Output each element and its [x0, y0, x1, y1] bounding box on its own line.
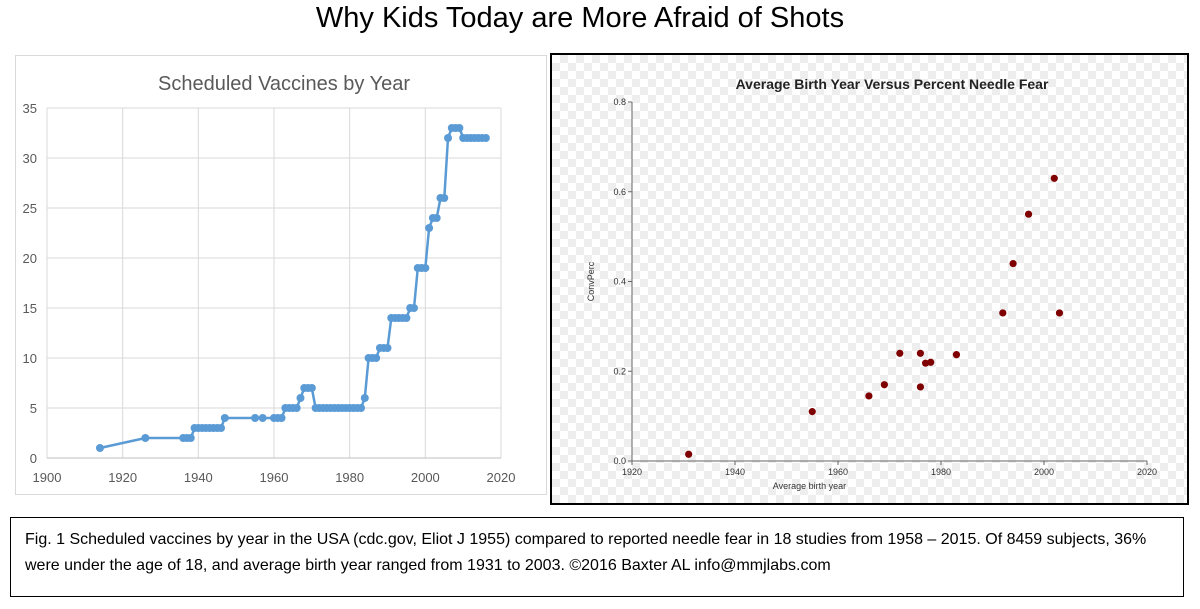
- y-tick-label: 0.8: [613, 97, 626, 107]
- data-point: [383, 344, 392, 352]
- data-point: [357, 404, 366, 412]
- data-point: [927, 358, 935, 366]
- data-point: [444, 134, 453, 142]
- vaccines-line-chart: Scheduled Vaccines by Year 1900 1920 1940 19…: [23, 73, 516, 485]
- data-point: [916, 383, 924, 391]
- chart-title: Scheduled Vaccines by Year: [158, 73, 410, 95]
- x-tick-label: 1900: [33, 470, 62, 485]
- x-tick-label: 1940: [725, 467, 745, 477]
- y-tick-label: 0.4: [613, 277, 626, 287]
- data-point: [409, 304, 418, 312]
- figure-caption: Fig. 1 Scheduled vaccines by year in the…: [25, 531, 1147, 574]
- x-tick-label: 2000: [1034, 467, 1054, 477]
- data-point: [421, 264, 430, 272]
- x-tick-label: 2020: [1137, 467, 1157, 477]
- data-point: [440, 194, 449, 202]
- x-tick-label: 1920: [108, 470, 137, 485]
- data-point: [865, 392, 873, 400]
- y-tick-label: 0.6: [613, 187, 626, 197]
- y-tick-label: 0.2: [613, 366, 626, 376]
- y-tick-label: 20: [23, 251, 37, 266]
- x-tick-label: 1940: [184, 470, 213, 485]
- data-point: [808, 408, 816, 416]
- series-line: [99, 126, 486, 450]
- y-tick-label: 15: [23, 301, 37, 316]
- data-point: [432, 214, 441, 222]
- data-point: [425, 224, 434, 232]
- data-point: [1024, 210, 1033, 218]
- vaccines-chart-panel: Scheduled Vaccines by Year 1900 1920 1940 19…: [15, 55, 547, 495]
- page-title: Why Kids Today are More Afraid of Shots: [315, 2, 845, 34]
- data-point: [95, 444, 104, 452]
- chart-title: Average Birth Year Versus Percent Needle…: [736, 76, 1049, 92]
- y-tick-label: 10: [23, 351, 37, 366]
- x-tick-label: 1980: [931, 467, 951, 477]
- y-tick-label: 25: [23, 201, 37, 216]
- y-tick-label: 5: [30, 401, 37, 416]
- y-axis-label: ConvPerc: [586, 261, 596, 301]
- data-point: [1009, 259, 1017, 268]
- y-tick-label: 0.0: [613, 456, 626, 466]
- data-point: [372, 354, 381, 362]
- y-tick-label: 30: [23, 151, 37, 166]
- data-point: [220, 414, 229, 422]
- data-point: [999, 309, 1007, 317]
- data-point: [481, 134, 490, 142]
- data-point: [685, 450, 693, 458]
- data-point: [880, 381, 888, 389]
- data-point: [307, 384, 316, 392]
- data-point: [916, 349, 924, 357]
- data-point: [1055, 309, 1064, 317]
- data-point: [1050, 174, 1058, 182]
- data-point: [296, 394, 305, 402]
- x-tick-label: 1960: [828, 467, 848, 477]
- x-tick-label: 2020: [487, 470, 516, 485]
- y-tick-label: 35: [23, 101, 37, 116]
- data-point: [186, 434, 195, 442]
- x-tick-label: 1960: [260, 470, 289, 485]
- data-point: [251, 414, 260, 422]
- needle-fear-chart-panel: Average Birth Year Versus Percent Needle…: [550, 53, 1189, 505]
- data-point: [952, 351, 961, 359]
- data-point: [277, 414, 286, 422]
- data-point: [292, 404, 301, 412]
- figure-caption-box: Fig. 1 Scheduled vaccines by year in the…: [10, 517, 1184, 597]
- y-tick-label: 0: [30, 451, 37, 466]
- data-point: [258, 414, 267, 422]
- needle-fear-scatter-chart: Average Birth Year Versus Percent Needle…: [586, 76, 1157, 491]
- data-point: [402, 314, 411, 322]
- x-tick-label: 2000: [411, 470, 440, 485]
- x-axis-label: Average birth year: [773, 481, 846, 491]
- x-tick-label: 1920: [622, 467, 642, 477]
- data-point: [217, 424, 226, 432]
- data-point: [455, 124, 464, 132]
- data-point: [896, 349, 904, 357]
- x-tick-label: 1980: [335, 470, 364, 485]
- data-point: [141, 434, 150, 442]
- data-point: [360, 394, 369, 402]
